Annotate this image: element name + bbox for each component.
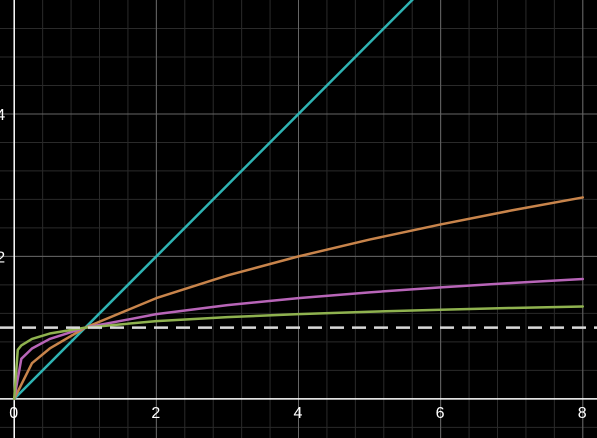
x-tick-label: 6 [436, 405, 445, 422]
x-tick-label: 2 [151, 405, 160, 422]
series-layer [0, 0, 597, 401]
y-tick-label: 4 [0, 107, 5, 124]
tick-labels: 0 2 4 6 8 2 4 [0, 107, 587, 422]
x-tick-label: 0 [9, 405, 18, 422]
series-line-3 [12, 277, 585, 401]
y-tick-label: 2 [0, 249, 5, 266]
x-tick-label: 4 [294, 405, 303, 422]
series-line-2 [12, 196, 585, 401]
series-line-4 [12, 305, 585, 401]
x-tick-label: 8 [578, 405, 587, 422]
series-line-1 [12, 0, 414, 401]
